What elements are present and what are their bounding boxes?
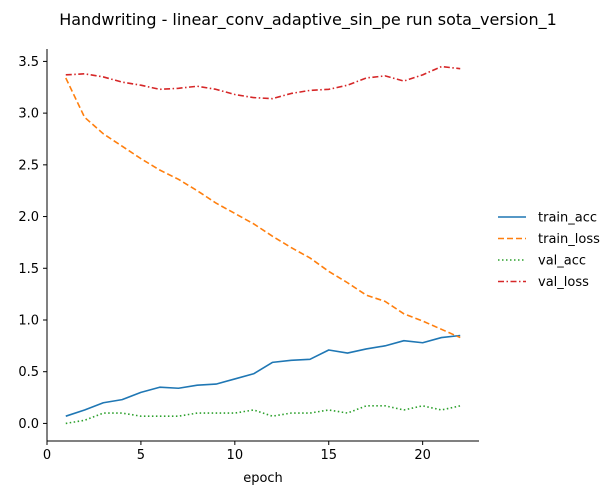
y-tick-label: 2.5 bbox=[18, 158, 39, 173]
x-tick-label: 0 bbox=[43, 448, 51, 463]
series-line-val-loss bbox=[65, 65, 461, 100]
y-axis-ticks: 0.0 0.5 1.0 1.5 2.0 2.5 3.0 3.5 bbox=[18, 55, 47, 432]
plot-area bbox=[65, 65, 461, 425]
x-tick-label: 20 bbox=[414, 448, 431, 463]
y-tick-label: 3.5 bbox=[18, 55, 39, 70]
legend-label-train-loss: train_loss bbox=[538, 232, 600, 247]
chart-title: Handwriting - linear_conv_adaptive_sin_p… bbox=[59, 10, 557, 30]
series-line-val-acc bbox=[65, 405, 461, 425]
legend-label-val-loss: val_loss bbox=[538, 275, 589, 290]
x-axis-label: epoch bbox=[243, 471, 283, 486]
y-tick-label: 0.5 bbox=[18, 365, 39, 380]
series-line-train-acc bbox=[65, 334, 461, 417]
y-tick-label: 1.0 bbox=[18, 313, 39, 328]
x-tick-label: 5 bbox=[137, 448, 145, 463]
x-axis-ticks: 0 5 10 15 20 bbox=[43, 441, 431, 463]
y-tick-label: 2.0 bbox=[18, 210, 39, 225]
legend: train_acc train_loss val_acc val_loss bbox=[498, 211, 600, 290]
y-tick-label: 1.5 bbox=[18, 262, 39, 277]
x-tick-label: 15 bbox=[320, 448, 337, 463]
y-tick-label: 0.0 bbox=[18, 417, 39, 432]
legend-label-train-acc: train_acc bbox=[538, 211, 597, 226]
legend-label-val-acc: val_acc bbox=[538, 254, 586, 269]
x-tick-label: 10 bbox=[227, 448, 244, 463]
series-line-train-loss bbox=[65, 77, 461, 339]
y-tick-label: 3.0 bbox=[18, 107, 39, 122]
